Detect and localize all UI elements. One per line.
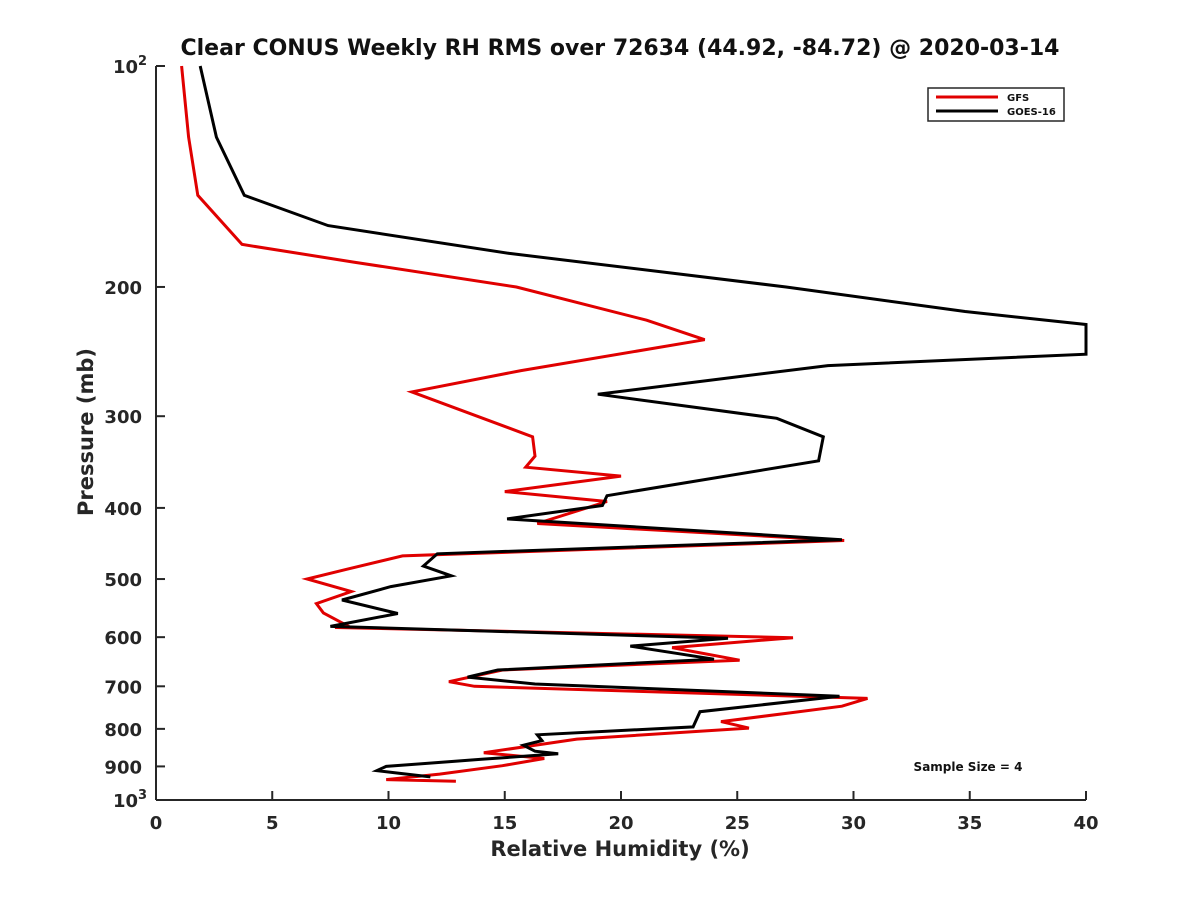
series-line-goes-16 xyxy=(198,65,1088,779)
x-tick-label: 15 xyxy=(492,813,517,834)
chart-title: Clear CONUS Weekly RH RMS over 72634 (44… xyxy=(181,36,1060,61)
legend-box xyxy=(927,87,1065,122)
y-tick-label: 10 xyxy=(113,57,138,78)
y-tick-label: 200 xyxy=(104,278,142,299)
x-tick-label: 25 xyxy=(725,813,750,834)
x-tick-label: 0 xyxy=(150,813,163,834)
series-line-gfs xyxy=(180,65,868,783)
x-tick-label: 35 xyxy=(957,813,982,834)
y-tick-exponent: 2 xyxy=(138,54,147,69)
y-tick-label: 900 xyxy=(104,757,142,778)
y-tick-label: 700 xyxy=(104,677,142,698)
x-tick-label: 20 xyxy=(608,813,633,834)
legend-entry: GOES-16 xyxy=(1007,107,1056,118)
y-axis-label: Pressure (mb) xyxy=(74,348,98,516)
legend: GFS GOES-16 xyxy=(927,87,1065,122)
y-tick-label: 800 xyxy=(104,720,142,741)
series-layer xyxy=(180,65,1088,783)
y-tick-label: 300 xyxy=(104,407,142,428)
y-tick-label: 500 xyxy=(104,570,142,591)
sample-size-annotation: Sample Size = 4 xyxy=(914,760,1023,774)
y-tick-label: 400 xyxy=(104,499,142,520)
y-tick-exponent: 3 xyxy=(138,788,147,803)
y-tick-label: 10 xyxy=(113,791,138,812)
x-tick-label: 40 xyxy=(1073,813,1098,834)
y-tick-label: 600 xyxy=(104,628,142,649)
x-tick-label: 30 xyxy=(841,813,866,834)
x-tick-label: 5 xyxy=(266,813,279,834)
x-tick-label: 10 xyxy=(376,813,401,834)
legend-entry: GFS xyxy=(1007,93,1029,104)
x-axis-label: Relative Humidity (%) xyxy=(490,837,749,861)
